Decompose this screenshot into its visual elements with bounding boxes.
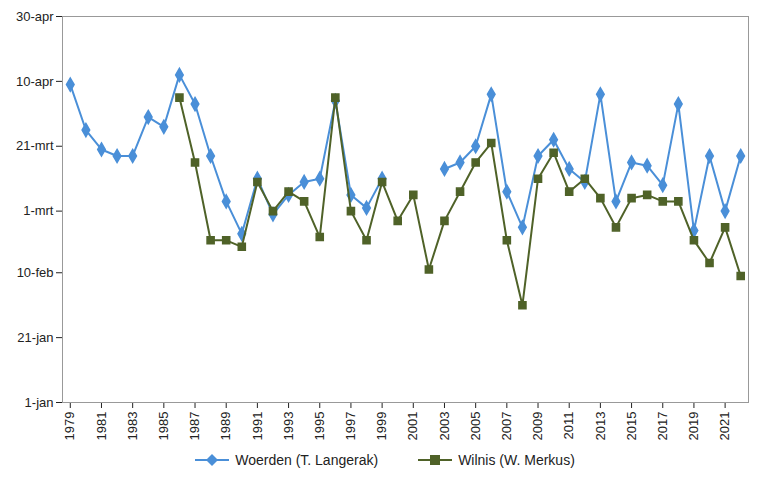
svg-text:2021: 2021 <box>717 412 732 441</box>
svg-text:2015: 2015 <box>624 412 639 441</box>
svg-text:1997: 1997 <box>343 412 358 441</box>
svg-text:2019: 2019 <box>686 412 701 441</box>
svg-text:1983: 1983 <box>125 412 140 441</box>
svg-text:2011: 2011 <box>561 412 576 440</box>
html-text:Wilnis (W. Merkus): Wilnis (W. Merkus) <box>458 452 575 468</box>
html-text:Woerden (T. Langerak): Woerden (T. Langerak) <box>235 452 379 468</box>
svg-text:1987: 1987 <box>187 412 202 441</box>
svg-text:1995: 1995 <box>312 412 327 441</box>
svg-text:1993: 1993 <box>281 412 296 441</box>
svg-text:2009: 2009 <box>530 412 545 441</box>
svg-text:30-apr: 30-apr <box>16 9 54 24</box>
svg-text:1981: 1981 <box>94 412 109 441</box>
svg-text:2001: 2001 <box>405 412 420 441</box>
svg-text:2017: 2017 <box>655 412 670 441</box>
svg-text:1-jan: 1-jan <box>25 395 54 410</box>
svg-text:1989: 1989 <box>218 412 233 441</box>
svg-text:21-mrt: 21-mrt <box>16 138 54 153</box>
svg-text:21-jan: 21-jan <box>17 330 53 345</box>
svg-text:2013: 2013 <box>593 412 608 441</box>
svg-text:1985: 1985 <box>156 412 171 441</box>
svg-text:2003: 2003 <box>437 412 452 441</box>
svg-text:1991: 1991 <box>250 412 265 441</box>
svg-text:2007: 2007 <box>499 412 514 441</box>
svg-text:1-mrt: 1-mrt <box>23 203 54 218</box>
svg-text:10-feb: 10-feb <box>17 265 54 280</box>
svg-text:10-apr: 10-apr <box>16 74 54 89</box>
svg-text:1979: 1979 <box>62 412 77 441</box>
svg-text:1999: 1999 <box>374 412 389 441</box>
svg-text:2005: 2005 <box>468 412 483 441</box>
